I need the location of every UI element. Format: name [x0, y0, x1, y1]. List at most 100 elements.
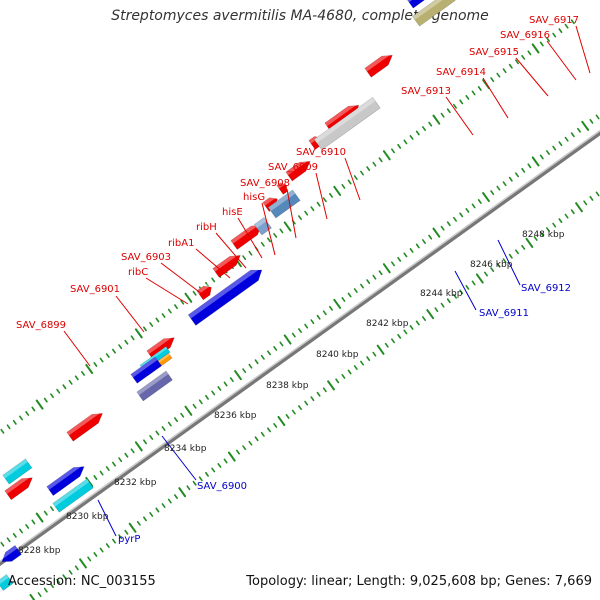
tick-mark	[440, 302, 445, 308]
tick-mark	[397, 333, 402, 339]
tick-mark	[333, 298, 342, 309]
tick-mark	[347, 369, 352, 375]
tick-mark	[577, 127, 581, 133]
gene-olive-1	[412, 0, 456, 27]
tick-mark	[546, 227, 550, 232]
gene-gray-1	[313, 97, 381, 151]
tick-mark	[322, 197, 327, 203]
scale-label-8244: 8244 kbp	[420, 289, 463, 299]
tick-mark	[353, 288, 358, 293]
tick-mark	[161, 503, 166, 508]
tick-mark	[490, 190, 495, 196]
tick-mark	[446, 298, 451, 304]
gene-label-hise: hisE	[222, 207, 243, 218]
gene-blue-5	[406, 0, 458, 9]
tick-mark	[167, 498, 172, 504]
tick-mark	[575, 202, 583, 213]
tick-mark	[484, 271, 488, 277]
tick-mark	[515, 172, 519, 178]
tick-mark	[43, 587, 48, 593]
tick-mark	[211, 467, 216, 473]
tick-mark	[273, 232, 278, 238]
gene-label-sav-6908: SAV_6908	[240, 178, 290, 189]
genome-title: Streptomyces avermitilis MA-4680, comple…	[111, 8, 489, 24]
tick-mark	[279, 228, 284, 234]
gene-label-sav-6916: SAV_6916	[500, 30, 550, 41]
tick-mark	[453, 216, 457, 222]
tick-mark	[552, 32, 557, 38]
tick-mark	[446, 221, 451, 227]
tick-mark	[186, 485, 191, 491]
gene-label-sav-6914: SAV_6914	[436, 67, 486, 78]
tick-mark	[333, 185, 342, 196]
tick-mark	[397, 143, 402, 149]
tick-mark	[85, 476, 94, 488]
tick-mark	[248, 363, 253, 369]
tick-mark	[428, 121, 433, 127]
tick-mark	[6, 537, 11, 543]
tick-mark	[422, 316, 426, 321]
tick-mark	[192, 403, 197, 409]
tick-row-2	[29, 191, 600, 600]
leader-line	[237, 217, 263, 259]
tick-mark	[329, 305, 333, 311]
tick-mark	[403, 252, 408, 258]
tick-mark	[93, 475, 98, 480]
tick-mark	[74, 375, 79, 381]
scale-label-8242: 8242 kbp	[366, 319, 409, 329]
tick-mark	[360, 283, 364, 289]
tick-mark	[372, 161, 377, 167]
tick-mark	[134, 441, 143, 452]
tick-mark	[118, 457, 123, 463]
tick-mark	[124, 452, 129, 458]
gene-cyan-4	[52, 478, 94, 513]
tick-mark	[161, 426, 166, 431]
tick-mark	[304, 400, 309, 406]
leader-line	[115, 295, 145, 333]
tick-mark	[112, 461, 116, 467]
tick-mark	[130, 448, 135, 454]
scale-label-8228: 8228 kbp	[18, 546, 61, 556]
tick-mark	[397, 256, 402, 262]
tick-mark	[124, 339, 129, 345]
tick-mark	[254, 359, 259, 365]
tick-mark	[391, 338, 395, 344]
tick-mark	[496, 262, 501, 268]
tick-mark	[68, 569, 73, 575]
tick-mark	[341, 374, 346, 379]
tick-mark	[25, 411, 30, 416]
tick-mark	[552, 145, 557, 151]
tick-mark	[459, 212, 464, 218]
tick-mark	[564, 213, 569, 219]
gene-red-12	[364, 50, 393, 78]
gene-label-ribc: ribC	[128, 267, 148, 278]
tick-mark	[279, 341, 284, 347]
tick-mark	[428, 234, 433, 240]
tick-mark	[453, 293, 457, 299]
tick-mark	[236, 449, 240, 455]
tick-mark	[223, 381, 228, 387]
tick-mark	[192, 480, 197, 486]
tick-mark	[496, 72, 501, 78]
tick-mark	[539, 231, 544, 237]
gene-label-sav-6913: SAV_6913	[401, 86, 451, 97]
label-leader-lines	[63, 25, 591, 537]
tick-mark	[93, 362, 98, 367]
scale-label-8232: 8232 kbp	[114, 478, 157, 488]
tick-mark	[525, 237, 534, 248]
gene-steel-1	[253, 217, 272, 236]
tick-mark	[378, 157, 383, 163]
tick-mark	[570, 19, 575, 25]
genome-axis	[0, 129, 600, 567]
tick-mark	[409, 248, 414, 253]
tick-mark	[112, 348, 116, 354]
tick-mark	[558, 141, 563, 147]
tick-mark	[155, 507, 160, 513]
leader-line	[160, 262, 203, 295]
scale-label-8236: 8236 kbp	[214, 411, 257, 421]
tick-mark	[595, 114, 600, 120]
tick-mark	[277, 415, 286, 427]
leader-line	[286, 188, 297, 239]
